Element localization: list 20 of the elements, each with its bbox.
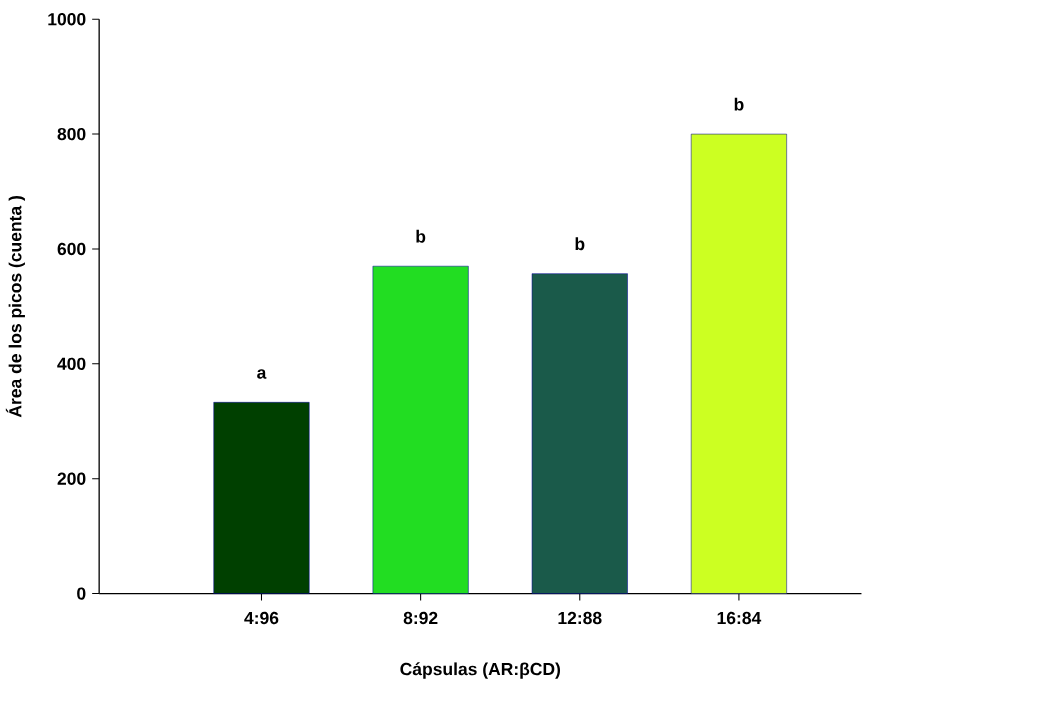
bar bbox=[372, 265, 469, 594]
y-tick-label: 0 bbox=[77, 587, 86, 600]
x-tick-label: 16:84 bbox=[717, 611, 762, 625]
y-tick-label: 800 bbox=[57, 127, 86, 141]
y-tick-label: 400 bbox=[57, 357, 86, 370]
y-axis-title: Área de los picos (cuenta ) bbox=[5, 195, 25, 418]
y-tick-label: 1000 bbox=[48, 12, 86, 26]
bar bbox=[690, 133, 787, 594]
x-tick-label: 12:88 bbox=[558, 611, 602, 625]
x-tick-label: 8:92 bbox=[403, 611, 438, 625]
bar bbox=[213, 402, 310, 594]
annotation: b bbox=[734, 97, 744, 111]
y-tick-label: 600 bbox=[57, 242, 86, 256]
bar bbox=[531, 273, 628, 594]
x-tick-label: 4:96 bbox=[244, 611, 279, 625]
x-axis-title: Cápsulas (AR:βCD) bbox=[400, 662, 561, 679]
y-tick-label: 200 bbox=[57, 472, 86, 485]
annotation: b bbox=[416, 229, 426, 243]
annotation: b bbox=[575, 237, 585, 251]
annotation: a bbox=[257, 369, 267, 379]
